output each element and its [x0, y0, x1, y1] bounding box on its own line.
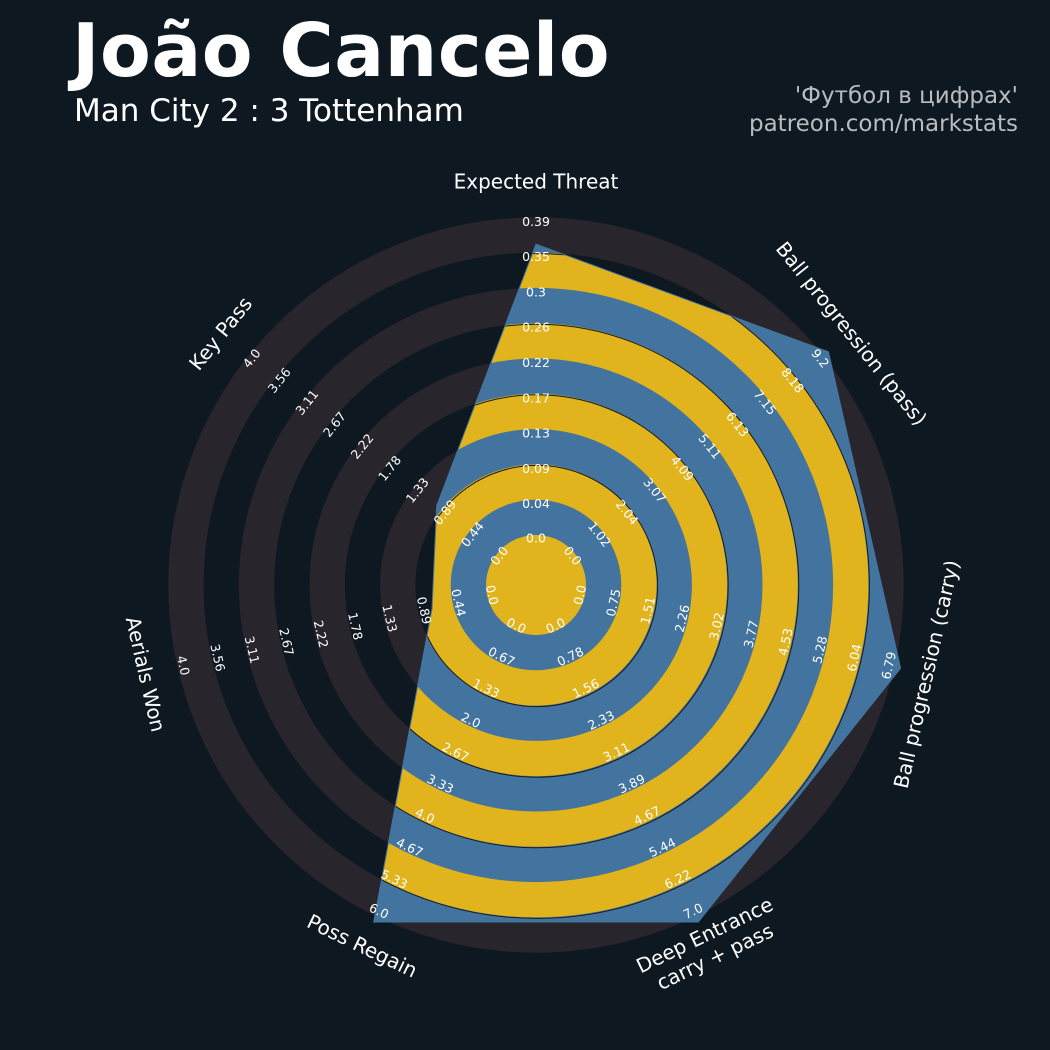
- tick-label: 4.0: [174, 654, 193, 677]
- tick-label: 2.67: [276, 627, 297, 657]
- tick-label: 6.79: [878, 650, 899, 681]
- credit-line-2: patreon.com/markstats: [748, 111, 1018, 137]
- tick-label: 0.0: [526, 531, 546, 546]
- tick-label: 0.04: [522, 496, 550, 511]
- tick-label: 0.39: [522, 214, 550, 229]
- match-subtitle: Man City 2 : 3 Tottenham: [74, 93, 464, 129]
- center-disk: [486, 535, 586, 635]
- tick-label: 0.13: [522, 426, 550, 441]
- tick-label: 0.35: [522, 249, 550, 264]
- tick-label: 0.22: [522, 355, 550, 370]
- tick-label: 6.04: [844, 642, 865, 673]
- axis-label-group: Aerials Won: [121, 614, 171, 734]
- tick-label: 4.53: [775, 627, 796, 657]
- tick-label: 0.0: [570, 584, 589, 607]
- tick-label: 2.26: [672, 603, 693, 634]
- tick-label: 0.26: [522, 320, 550, 335]
- tick-label: 3.11: [242, 635, 263, 665]
- tick-label: 0.09: [522, 461, 550, 476]
- tick-label: 3.56: [207, 642, 228, 673]
- tick-label: 1.51: [637, 595, 658, 625]
- tick-label: 0.17: [522, 390, 550, 405]
- tick-label: 3.77: [741, 619, 762, 649]
- axis-label: Aerials Won: [121, 614, 171, 734]
- credit-line-1: 'Футбол в цифрах': [794, 83, 1018, 109]
- polygon-gold-ring: [373, 252, 869, 918]
- ring-edge: [373, 323, 800, 849]
- player-name-title: João Cancelo: [72, 8, 611, 94]
- tick-label: 5.28: [809, 634, 830, 665]
- background-ring: [168, 217, 904, 953]
- tick-label: 0.44: [448, 587, 469, 618]
- tick-label: 0.89: [414, 595, 435, 626]
- tick-label: 1.33: [379, 603, 400, 633]
- ring-edge: [373, 253, 870, 919]
- player-polygon-outline: [373, 243, 902, 923]
- tick-label: 3.02: [706, 611, 727, 641]
- tick-label: 0.75: [603, 587, 624, 617]
- tick-label: 0.0: [483, 584, 502, 607]
- tick-label: 2.22: [311, 619, 332, 649]
- polygon-gold-ring: [373, 393, 728, 777]
- axis-label: Expected Threat: [454, 170, 619, 194]
- polygon-rings: [373, 252, 870, 919]
- tick-label: 0.3: [526, 284, 546, 299]
- tick-label: 1.78: [345, 611, 366, 642]
- axis-label-group: Expected Threat: [454, 170, 619, 194]
- ring-edge: [373, 394, 729, 778]
- polygon-gold-ring: [373, 323, 798, 847]
